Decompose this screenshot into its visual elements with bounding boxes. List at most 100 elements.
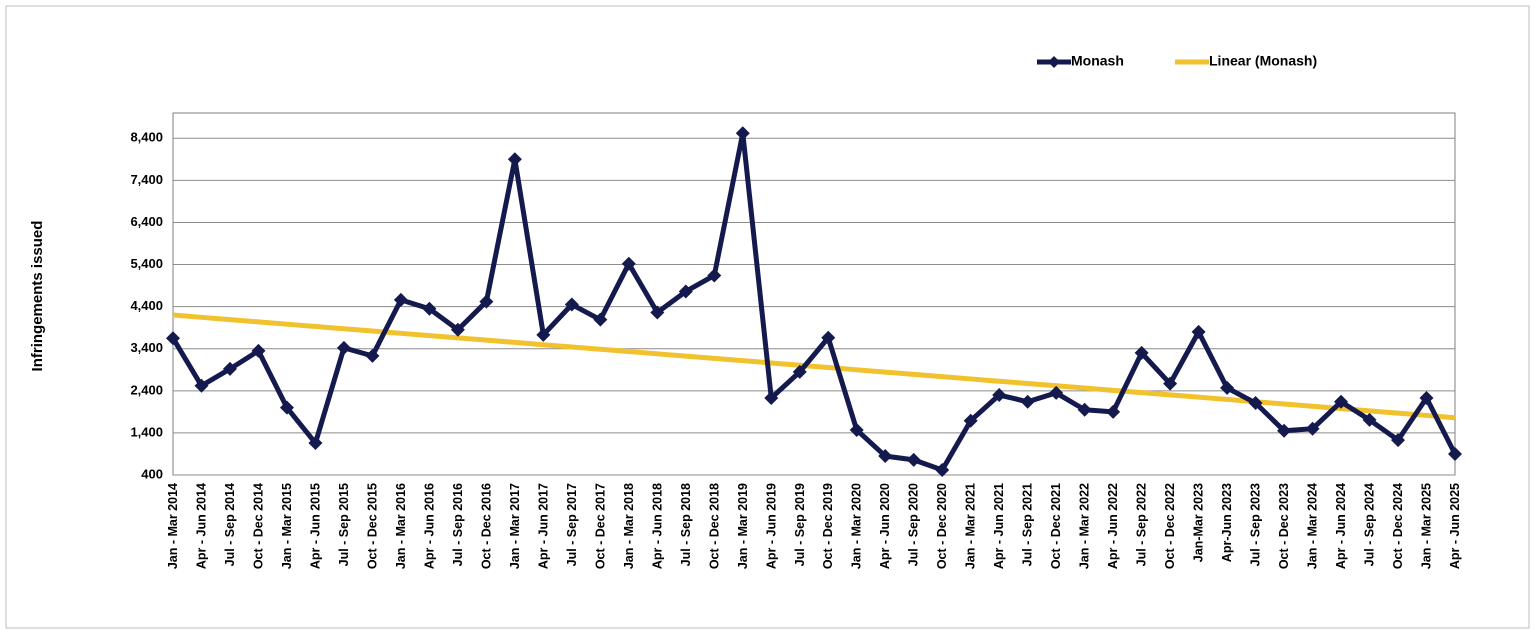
data-marker (707, 268, 722, 283)
x-tick-label: Jul - Sep 2019 (793, 483, 807, 566)
data-marker (1248, 396, 1263, 411)
data-marker (1077, 402, 1092, 417)
x-tick-label: Apr - Jun 2014 (194, 483, 208, 569)
x-tick-label: Oct - Dec 2023 (1277, 483, 1291, 569)
chart-border (5, 5, 1530, 629)
data-marker (849, 422, 864, 437)
y-tick-label: 4,400 (130, 298, 163, 313)
data-marker (564, 297, 579, 312)
data-marker (878, 449, 893, 464)
x-tick-label: Jul - Sep 2015 (337, 483, 351, 566)
data-marker (906, 452, 921, 467)
x-tick-label: Jan-Mar 2023 (1192, 483, 1206, 562)
y-tick-label: 3,400 (130, 340, 163, 355)
x-tick-label: Apr - Jun 2015 (308, 483, 322, 569)
data-marker (1419, 390, 1434, 405)
data-marker (1049, 385, 1064, 400)
x-tick-label: Oct - Dec 2018 (707, 483, 721, 569)
x-tick-label: Jul - Sep 2020 (907, 483, 921, 566)
x-tick-label: Apr - Jun 2016 (422, 483, 436, 569)
data-marker (621, 256, 636, 271)
data-marker (365, 348, 380, 363)
data-marker (735, 126, 750, 141)
x-tick-label: Jan - Mar 2016 (394, 483, 408, 569)
data-marker (992, 388, 1007, 403)
x-tick-label: Oct - Dec 2019 (821, 483, 835, 569)
data-marker (536, 327, 551, 342)
data-marker (251, 343, 266, 358)
legend-label: Linear (Monash) (1209, 53, 1317, 69)
x-tick-label: Jul - Sep 2018 (679, 483, 693, 566)
data-marker (935, 462, 950, 477)
data-marker (1191, 324, 1206, 339)
y-tick-label: 1,400 (130, 424, 163, 439)
data-marker (450, 322, 465, 337)
x-tick-label: Jul - Sep 2016 (451, 483, 465, 566)
x-tick-label: Jul - Sep 2014 (223, 483, 237, 566)
data-line (170, 130, 1458, 473)
x-tick-label: Jul - Sep 2024 (1363, 483, 1377, 566)
data-marker (1134, 345, 1149, 360)
y-tick-label: 5,400 (130, 256, 163, 271)
x-tick-label: Jan - Mar 2015 (280, 483, 294, 569)
x-tick-label: Jul - Sep 2023 (1249, 483, 1263, 566)
data-marker (194, 378, 209, 393)
x-tick-label: Oct - Dec 2016 (479, 483, 493, 569)
data-marker (1334, 394, 1349, 409)
x-tick-label: Jan - Mar 2014 (166, 483, 180, 569)
x-tick-label: Apr - Jun 2022 (1106, 483, 1120, 569)
y-tick-label: 8,400 (130, 130, 163, 145)
x-tick-label: Jul - Sep 2021 (1021, 483, 1035, 566)
data-marker (166, 331, 180, 346)
x-tick-label: Apr - Jun 2018 (650, 483, 664, 569)
x-tick-label: Jan - Mar 2018 (622, 483, 636, 569)
x-tick-label: Jan - Mar 2024 (1306, 483, 1320, 569)
x-tick-label: Oct - Dec 2015 (365, 483, 379, 569)
data-marker (1220, 380, 1235, 395)
data-marker (821, 330, 836, 345)
x-tick-label: Oct - Dec 2024 (1391, 483, 1405, 569)
data-marker (1362, 412, 1377, 427)
data-marker (479, 294, 494, 309)
y-tick-label: 6,400 (130, 214, 163, 229)
x-tick-label: Oct - Dec 2022 (1163, 483, 1177, 569)
x-tick-label: Apr-Jun 2023 (1220, 483, 1234, 562)
y-tick-label: 400 (141, 466, 163, 481)
data-marker (1163, 376, 1178, 391)
data-marker (792, 364, 807, 379)
x-tick-label: Apr - Jun 2019 (764, 483, 778, 569)
data-marker (650, 305, 665, 320)
data-marker (279, 400, 294, 415)
data-marker (764, 390, 779, 405)
x-tick-label: Oct - Dec 2020 (935, 483, 949, 569)
data-marker (507, 152, 522, 167)
data-marker (593, 312, 608, 327)
x-tick-label: Jan - Mar 2025 (1420, 483, 1434, 569)
x-tick-label: Apr - Jun 2020 (878, 483, 892, 569)
x-tick-label: Jan - Mar 2022 (1078, 483, 1092, 569)
x-tick-label: Jul - Sep 2022 (1135, 483, 1149, 566)
data-marker (222, 361, 237, 376)
y-tick-label: 7,400 (130, 172, 163, 187)
x-tick-label: Apr - Jun 2021 (992, 483, 1006, 569)
data-marker (393, 292, 408, 307)
data-marker (308, 436, 323, 451)
data-marker (336, 340, 351, 355)
x-tick-label: Apr - Jun 2017 (536, 483, 550, 569)
data-marker (1106, 404, 1121, 419)
data-marker (963, 413, 978, 428)
x-tick-label: Apr - Jun 2024 (1334, 483, 1348, 569)
x-tick-label: Oct - Dec 2017 (593, 483, 607, 569)
x-tick-label: Oct - Dec 2021 (1049, 483, 1063, 569)
y-axis-title: Infringements issued (29, 221, 46, 372)
y-tick-label: 2,400 (130, 382, 163, 397)
data-marker (1391, 433, 1406, 448)
data-marker (1277, 423, 1292, 438)
x-tick-label: Jan - Mar 2020 (850, 483, 864, 569)
data-marker (678, 284, 693, 299)
data-marker (1305, 421, 1320, 436)
x-tick-label: Jan - Mar 2019 (736, 483, 750, 569)
x-tick-label: Jan - Mar 2017 (508, 483, 522, 569)
